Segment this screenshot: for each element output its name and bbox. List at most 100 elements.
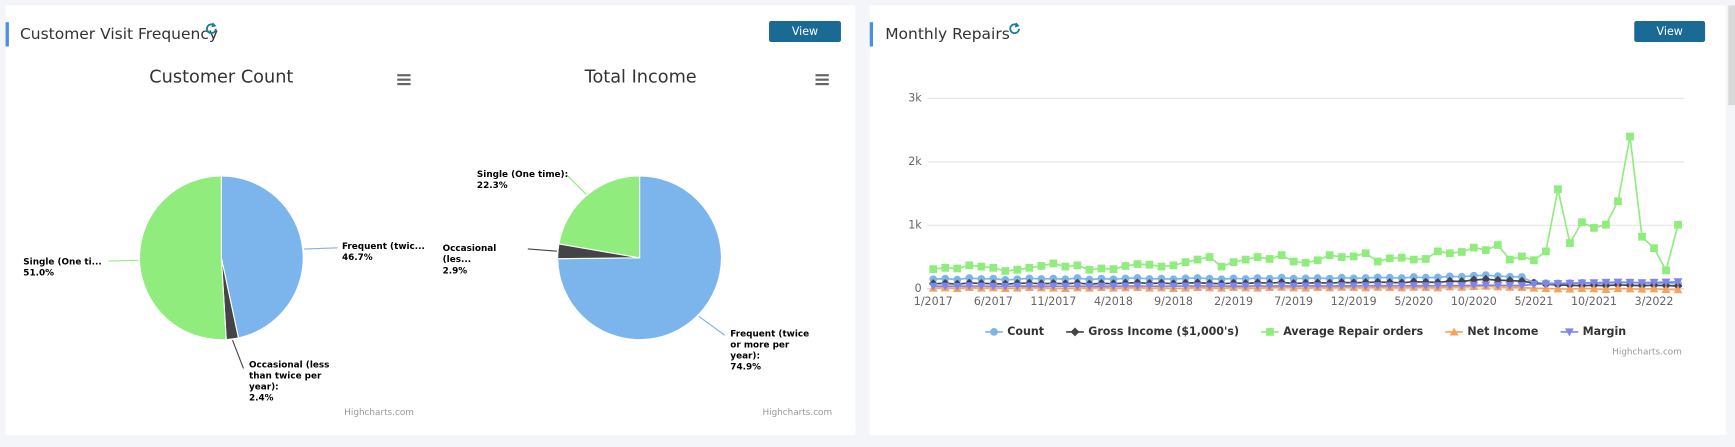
credits: Highcharts.com (762, 408, 832, 418)
label-name: Occasional (less than twice per year): (249, 359, 330, 392)
label-value: 2.9% (442, 265, 468, 276)
legend-label: Margin (1583, 325, 1626, 338)
point (1025, 274, 1034, 283)
legend-item[interactable]: Margin (1560, 325, 1627, 338)
legend-label: Gross Income ($1,000's) (1088, 325, 1239, 338)
point (1145, 260, 1154, 269)
point (1553, 284, 1563, 293)
label-name: Occasional (les... (442, 243, 497, 265)
point (977, 262, 986, 271)
x-tick-label: 10/2021 (1571, 295, 1617, 308)
panel (5, 5, 856, 435)
point (1229, 282, 1238, 291)
point (965, 274, 974, 282)
point (1397, 253, 1406, 262)
point (1169, 282, 1178, 291)
legend-item[interactable]: Net Income (1445, 325, 1538, 338)
point (1181, 258, 1190, 267)
chart-menu[interactable] (815, 74, 829, 86)
point (1241, 275, 1250, 283)
series (928, 278, 1683, 291)
point (1530, 256, 1538, 265)
point (929, 275, 938, 284)
label-box: Occasional (les... 2.9% (443, 243, 523, 276)
point (1626, 132, 1634, 141)
point (1577, 284, 1587, 293)
label-connector (566, 174, 587, 195)
y-tick-label: 1k (908, 218, 922, 231)
y-tick-label: 0 (915, 282, 922, 295)
point (1469, 281, 1479, 290)
label-name: Frequent (twic... (341, 241, 425, 252)
point (1361, 249, 1370, 258)
point (989, 263, 998, 272)
point (1097, 264, 1106, 273)
panel-accent (869, 22, 874, 47)
point (1638, 232, 1646, 241)
point (1349, 282, 1359, 291)
label-box: Frequent (twic... 46.7% (342, 241, 425, 263)
point (1205, 253, 1214, 261)
point (1541, 280, 1551, 289)
point (1649, 284, 1659, 293)
point (1061, 262, 1070, 271)
point (1097, 282, 1106, 291)
point (1289, 257, 1298, 266)
point (1577, 279, 1587, 288)
x-tick-label: 3/2022 (1635, 295, 1674, 308)
pie-slice (558, 175, 641, 259)
legend-item[interactable]: Average Repair orders (1261, 325, 1424, 338)
label-box: Frequent (twice or more per year): 74.9% (730, 329, 819, 373)
point (1421, 282, 1431, 291)
refresh-icon[interactable] (1009, 22, 1020, 35)
point (1337, 282, 1347, 291)
data-label: Single (One time):22.3% (477, 169, 568, 190)
point (1349, 274, 1358, 283)
label-value: 46.7% (341, 252, 373, 263)
point (1397, 274, 1406, 282)
point (1085, 265, 1094, 274)
point (1457, 272, 1466, 281)
credits: Highcharts.com (1612, 347, 1682, 357)
point (1505, 255, 1514, 264)
point (1445, 281, 1455, 290)
point (1673, 285, 1683, 294)
point (1037, 262, 1046, 270)
point (1049, 274, 1058, 283)
point (1469, 243, 1478, 252)
legend-item[interactable]: Gross Income ($1,000's) (1066, 325, 1239, 338)
button-label: View (792, 25, 818, 38)
point (1421, 255, 1430, 263)
point (1241, 255, 1250, 264)
point (1337, 273, 1346, 282)
label-box: Single (One ti... 51.0% (23, 257, 123, 279)
legend-item[interactable]: Count (985, 325, 1045, 338)
view-button[interactable]: View (1634, 21, 1706, 43)
point (1325, 274, 1334, 283)
point (1637, 284, 1647, 293)
label-connector (108, 259, 139, 262)
point (1277, 282, 1287, 291)
data-label: Frequent (twice or more per year):74.9% (730, 329, 819, 373)
point (1578, 218, 1586, 227)
point (1012, 282, 1022, 291)
button-label: View (1657, 25, 1683, 38)
refresh-icon[interactable] (206, 22, 217, 35)
point (1072, 282, 1082, 291)
view-button[interactable]: View (769, 21, 841, 43)
point (1157, 262, 1166, 271)
point (1457, 248, 1466, 256)
point (928, 282, 938, 291)
point (1037, 275, 1046, 283)
point (1662, 266, 1670, 275)
legend-symbol (1564, 328, 1574, 337)
point (953, 264, 962, 273)
point (1145, 275, 1154, 283)
point (989, 274, 998, 283)
label-value: 2.4% (249, 392, 274, 403)
point (1073, 274, 1082, 282)
chart-menu[interactable] (397, 74, 411, 86)
y-tick-label: 3k (908, 91, 922, 104)
point (977, 275, 986, 283)
